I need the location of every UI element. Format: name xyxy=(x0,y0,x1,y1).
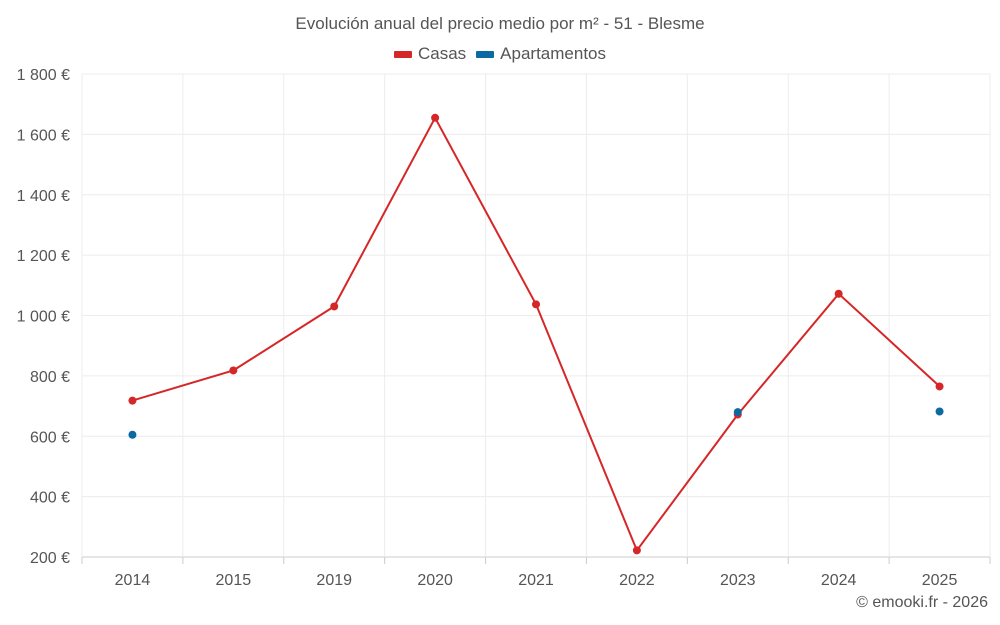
x-tick-label: 2025 xyxy=(922,572,958,589)
y-tick-label: 600 € xyxy=(30,429,70,446)
legend-swatch-casas xyxy=(393,50,412,58)
x-tick-label: 2019 xyxy=(316,572,352,589)
y-tick-label: 800 € xyxy=(30,369,70,386)
legend-swatch-apartamentos xyxy=(476,50,495,58)
x-tick-label: 2015 xyxy=(216,572,252,589)
data-point-casas xyxy=(532,300,540,309)
data-point-casas xyxy=(229,366,238,375)
copyright-notice: © emooki.fr - 2026 xyxy=(856,594,988,611)
x-tick-label: 2014 xyxy=(115,572,151,589)
data-point-casas xyxy=(632,546,641,555)
x-tick-label: 2021 xyxy=(518,572,554,589)
data-point-apartamentos xyxy=(935,407,944,416)
y-tick-label: 400 € xyxy=(30,490,70,507)
x-tick-label: 2024 xyxy=(821,572,857,589)
chart-title: Evolución anual del precio medio por m² … xyxy=(295,14,705,33)
data-point-casas xyxy=(834,289,843,298)
data-point-casas xyxy=(935,382,944,391)
y-tick-label: 1 400 € xyxy=(17,188,70,205)
legend-item-apartamentos[interactable]: Apartamentos xyxy=(476,44,606,64)
x-tick-label: 2022 xyxy=(619,572,655,589)
series-line-casas xyxy=(132,115,941,553)
legend-item-casas[interactable]: Casas xyxy=(393,44,467,64)
legend-label-apartamentos: Apartamentos xyxy=(500,44,607,63)
x-tick-label: 2020 xyxy=(417,572,453,589)
y-tick-label: 1 200 € xyxy=(17,248,70,265)
y-tick-label: 1 600 € xyxy=(17,127,70,144)
y-tick-label: 1 800 € xyxy=(17,67,70,84)
y-tick-label: 1 000 € xyxy=(17,309,70,326)
data-point-casas xyxy=(330,302,339,311)
data-point-apartamentos xyxy=(733,408,742,417)
data-point-apartamentos xyxy=(128,430,137,439)
x-tick-label: 2023 xyxy=(720,572,756,589)
legend: Casas Apartamentos xyxy=(0,44,1000,64)
data-point-casas xyxy=(431,113,440,122)
legend-label-casas: Casas xyxy=(417,44,467,63)
y-tick-label: 200 € xyxy=(30,550,70,567)
data-point-casas xyxy=(128,396,137,405)
